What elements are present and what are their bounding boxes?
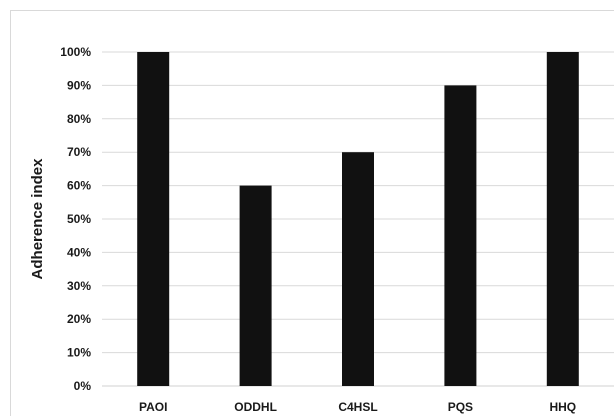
bar-hhq [546,52,579,386]
x-tick-label: PAOI [139,400,167,414]
bar-oddhl [239,185,272,386]
x-tick-label: ODDHL [234,400,277,414]
x-tick-label: PQS [448,400,473,414]
y-axis-title: Adherence index [29,158,46,280]
chart-frame [10,10,614,416]
y-tick-label: 100% [60,45,91,59]
y-tick-label: 90% [67,78,91,92]
y-tick-label: 50% [67,212,91,226]
y-tick-label: 10% [67,346,91,360]
y-axis-ticks: 0% 10% 20% 30% 40% 50% 60% 70% 80% 90% 100% [60,45,91,393]
bar-paoi [137,52,170,386]
x-tick-label: HHQ [549,400,576,414]
y-tick-label: 60% [67,179,91,193]
y-tick-label: 40% [67,245,91,259]
x-tick-label: C4HSL [338,400,377,414]
y-tick-label: 0% [74,379,92,393]
bar-pqs [444,85,477,387]
x-axis-ticks: PAOI ODDHL C4HSL PQS HHQ [139,400,576,414]
y-tick-label: 80% [67,112,91,126]
bars [137,52,579,387]
y-tick-label: 30% [67,279,91,293]
bar-c4hsl [342,152,374,386]
y-tick-label: 20% [67,312,91,326]
y-tick-label: 70% [67,145,91,159]
